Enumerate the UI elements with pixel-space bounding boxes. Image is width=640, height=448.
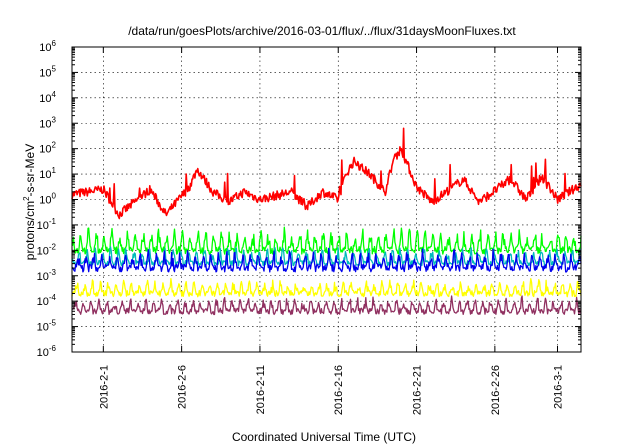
y-axis-label-rest: -s-sr-MeV	[23, 144, 37, 197]
x-tick-label: 2016-2-6	[177, 365, 189, 409]
grid	[72, 47, 581, 352]
x-tick-label: 2016-2-1	[98, 365, 110, 409]
y-axis-label: protons/cm2-s-sr-MeV	[22, 144, 37, 260]
series-line	[71, 247, 582, 273]
y-tick-label: 10-5	[37, 319, 57, 334]
x-tick-label: 2016-2-11	[255, 365, 267, 414]
y-tick-label: 105	[39, 64, 56, 79]
x-tick-label: 2016-3-1	[553, 365, 565, 409]
y-tick-labels: 10-6 10-5 10-4 10-3 10-2 10-1 100 101 102 103 104 1…	[37, 39, 57, 359]
y-tick-label: 10-1	[37, 217, 57, 232]
x-tick-label: 2016-2-21	[412, 365, 424, 415]
y-tick-label: 106	[39, 39, 56, 54]
series-group	[71, 127, 582, 316]
x-tick-labels: 2016-2-1 2016-2-6 2016-2-11 2016-2-16 2016-2…	[98, 365, 564, 415]
y-axis-label-exponent: 2	[22, 196, 31, 201]
series-line	[71, 278, 582, 298]
y-axis-label-main: protons/cm	[23, 201, 37, 260]
x-axis-label: Coordinated Universal Time (UTC)	[232, 430, 416, 444]
series-line	[71, 295, 582, 316]
y-tick-label: 101	[39, 166, 56, 181]
series-line	[71, 226, 582, 255]
axis-ticks	[72, 46, 581, 353]
y-tick-label: 10-2	[37, 242, 57, 257]
chart-title: /data/run/goesPlots/archive/2016-03-01/f…	[128, 24, 516, 38]
y-tick-label: 103	[39, 115, 56, 130]
y-tick-label: 10-6	[37, 344, 57, 359]
x-tick-label: 2016-2-16	[333, 365, 345, 415]
y-tick-label: 102	[39, 141, 56, 156]
series-line	[71, 127, 582, 220]
y-tick-label: 104	[39, 90, 56, 105]
y-tick-label: 10-4	[37, 293, 57, 308]
y-tick-label: 10-3	[37, 268, 57, 283]
y-tick-label: 100	[39, 192, 56, 207]
x-tick-label: 2016-2-26	[490, 365, 502, 415]
